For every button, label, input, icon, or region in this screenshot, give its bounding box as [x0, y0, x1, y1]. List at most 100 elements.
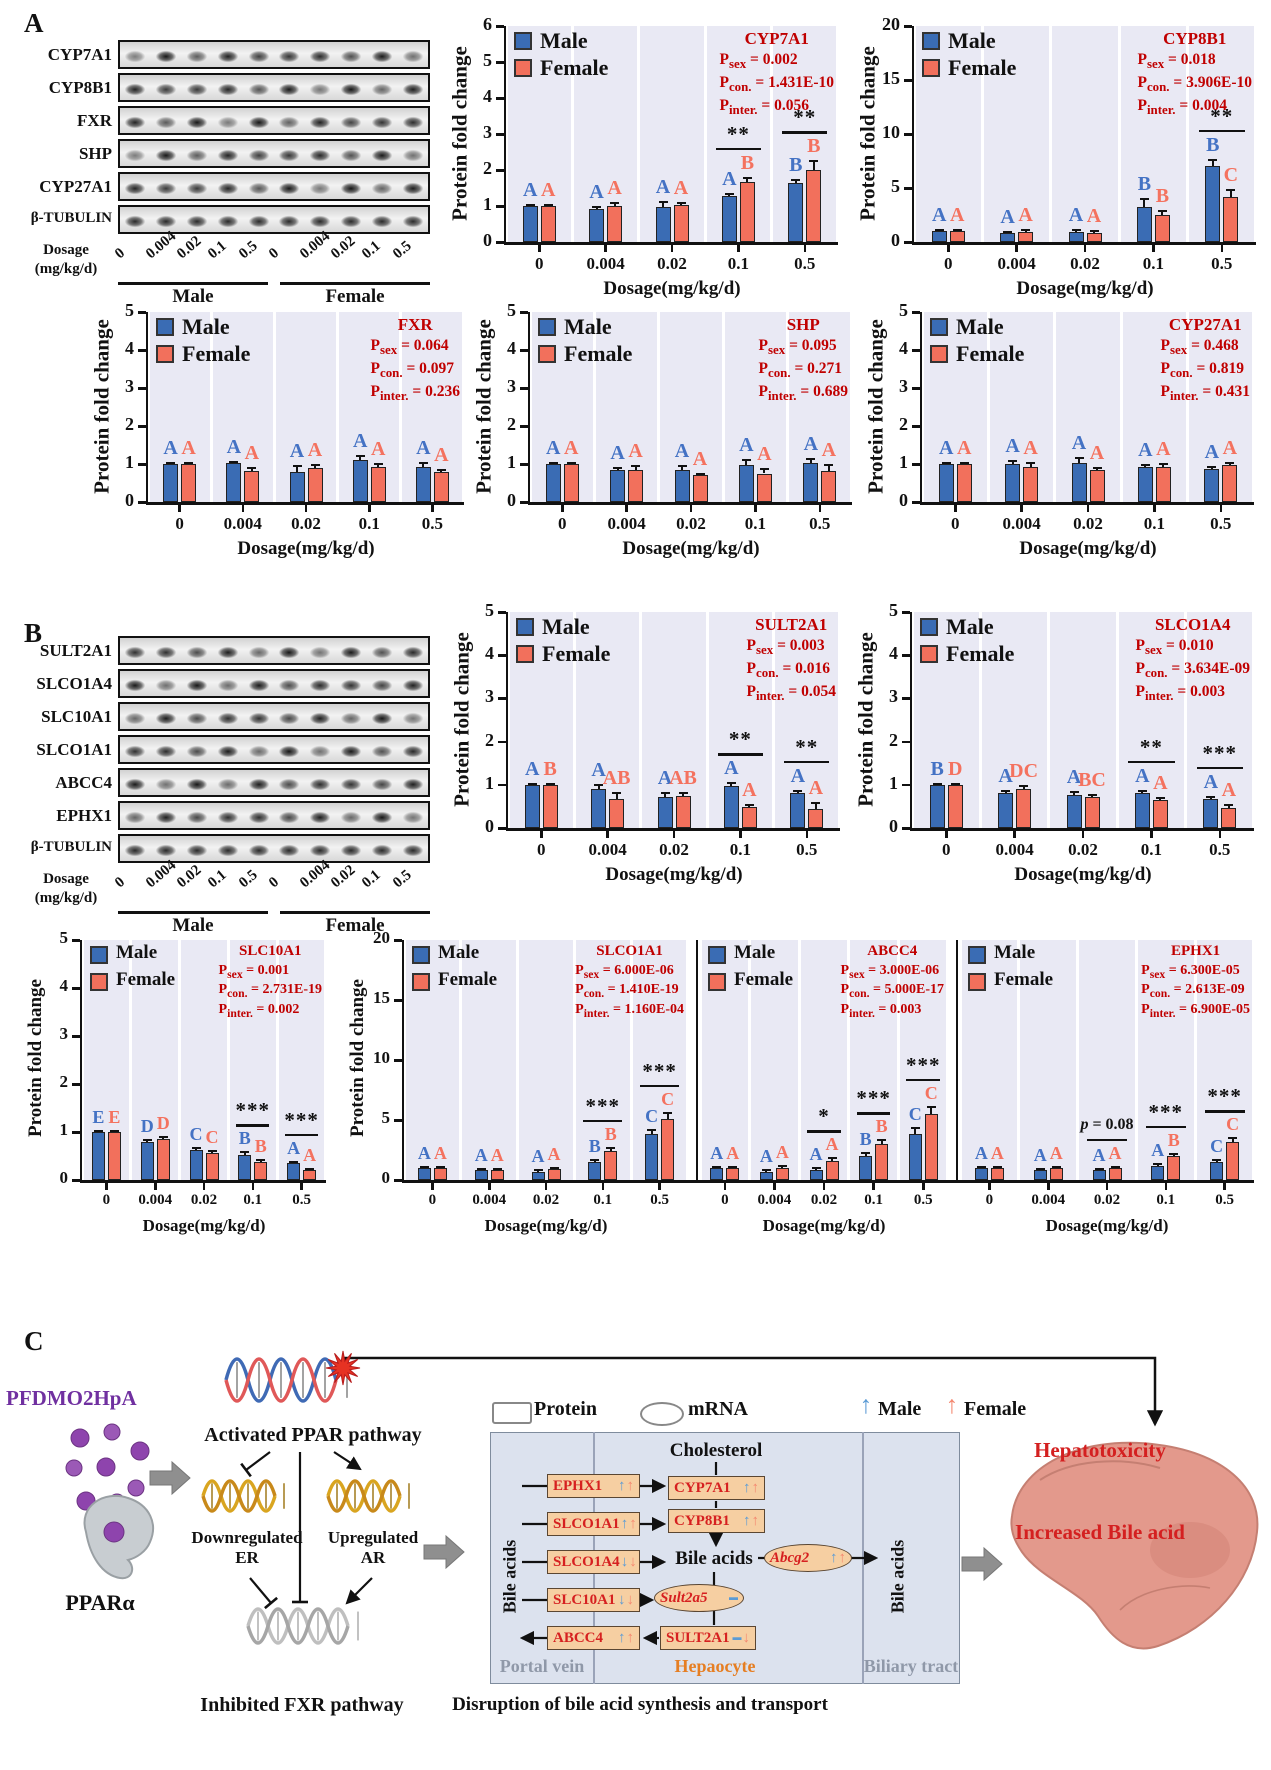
- pathway-box-SLCO1A4: SLCO1A4 ↓↓: [547, 1550, 640, 1574]
- legend-label-male: Male: [182, 314, 230, 339]
- letter-female: A: [307, 438, 323, 461]
- y-tick: [498, 827, 506, 830]
- letter-female: AB: [669, 767, 697, 789]
- x-tick: [1152, 244, 1155, 252]
- x-tick: [822, 1182, 826, 1190]
- letter-male: A: [674, 439, 690, 462]
- letter-male: A: [417, 1142, 431, 1163]
- error-bar: [1229, 190, 1232, 197]
- dose-label: 0.02: [174, 862, 205, 892]
- dose-group-bg: [632, 940, 687, 1180]
- error-bar: [243, 1152, 246, 1155]
- error-cap: [355, 454, 365, 457]
- y-tick-label: 0: [381, 1168, 391, 1187]
- x-tick: [561, 504, 564, 512]
- group-label-female: Female: [325, 915, 385, 936]
- error-cap: [545, 782, 555, 785]
- x-axis-label: Dosage(mg/kg/d): [603, 278, 741, 299]
- blot-band: [399, 775, 426, 793]
- bar-female: [1089, 469, 1105, 502]
- letter-male: A: [790, 764, 806, 787]
- y-tick: [394, 1179, 402, 1182]
- x-tick-label: 0.5: [421, 514, 444, 533]
- sig-line: [1204, 1110, 1245, 1113]
- y-axis: [505, 612, 508, 831]
- error-cap: [759, 467, 769, 470]
- blot-band: [122, 146, 149, 164]
- blot-label-ABCC4: ABCC4: [55, 772, 112, 792]
- bar-male: [974, 1168, 988, 1180]
- blot-band: [184, 643, 210, 661]
- x-tick-label: 0.5: [913, 1192, 933, 1208]
- x-tick: [304, 504, 308, 512]
- blot-band: [153, 80, 180, 98]
- blot-label-β-TUBULIN: β-TUBULIN: [30, 838, 112, 855]
- legend-label-male: Male: [994, 942, 1036, 963]
- error-bar: [827, 465, 830, 471]
- chart-SULT2A1: 0 1 2 3 4 5 Protein fold change A A A A A B AB AB A A ** *…: [446, 600, 848, 885]
- error-cap: [419, 1165, 429, 1168]
- bar-male: [588, 1162, 602, 1180]
- group-label-male: Male: [172, 286, 214, 307]
- y-tick: [498, 654, 506, 657]
- x-tick: [1220, 244, 1224, 252]
- error-cap: [1137, 789, 1147, 792]
- y-tick-label: 6: [483, 14, 492, 34]
- x-tick-label: 0.5: [796, 840, 818, 859]
- blot-band: [399, 643, 426, 661]
- bar-female: [726, 1168, 740, 1180]
- x-tick: [1047, 1182, 1050, 1190]
- x-tick: [723, 1182, 727, 1190]
- blot-band: [122, 212, 149, 230]
- blot-band: [153, 113, 180, 131]
- bar-male: [524, 784, 540, 828]
- blot-band: [122, 47, 149, 65]
- female-up-arrow-icon: ↑: [626, 1478, 635, 1494]
- error-cap: [811, 1167, 821, 1169]
- x-tick: [1086, 504, 1090, 512]
- blot-label-SLCO1A4: SLCO1A4: [36, 673, 112, 693]
- error-cap: [1089, 229, 1099, 232]
- y-tick-label: 3: [485, 686, 494, 707]
- blot-band: [338, 841, 364, 859]
- blot-band: [153, 643, 180, 661]
- y-tick-label: 4: [899, 338, 908, 358]
- x-tick: [922, 1182, 925, 1190]
- ppar-alpha-protein: [83, 1494, 155, 1580]
- blot-strip-CYP27A1: [118, 172, 430, 201]
- x-tick-label: 0.02: [657, 254, 687, 273]
- blot-band: [214, 775, 241, 793]
- sig-line: [1198, 129, 1246, 133]
- bar-male: [1092, 1170, 1106, 1180]
- blot-band: [184, 742, 210, 760]
- error-cap: [676, 201, 686, 204]
- biliary-tract-label: Biliary tract: [863, 1656, 959, 1676]
- legend-label-female: Female: [182, 341, 251, 366]
- bile-acids-center-label: Bile acids: [675, 1548, 753, 1569]
- bar-female: [370, 466, 386, 502]
- y-tick-label: 3: [483, 122, 492, 142]
- bar-female: [1221, 808, 1237, 828]
- dosage-caption-line1: Dosage: [43, 871, 89, 887]
- dose-group-bg: [181, 940, 227, 1180]
- inhibit-cap: [264, 1596, 278, 1610]
- error-bar: [682, 793, 684, 797]
- x-axis: [145, 502, 464, 505]
- blot-band: [122, 742, 149, 760]
- dose-group-bg: [339, 312, 400, 502]
- legend-label-female: Female: [948, 55, 1017, 80]
- letter-female: A: [775, 1142, 789, 1163]
- x-tick-label: 0: [536, 840, 546, 859]
- error-cap: [492, 1168, 502, 1171]
- group-line-male: [118, 911, 268, 914]
- bar-female: [990, 1168, 1004, 1180]
- y-tick: [912, 463, 920, 466]
- x-tick-label: 0.1: [1143, 514, 1166, 533]
- y-tick: [138, 501, 146, 504]
- x-tick-label: 0.004: [586, 254, 625, 273]
- error-bar: [680, 202, 682, 205]
- error-bar: [748, 804, 751, 808]
- x-tick-label: 0.1: [1140, 840, 1163, 859]
- pathway-box-SLCO1A1: SLCO1A1 ↑↑: [547, 1512, 640, 1536]
- letter-female: D: [947, 757, 963, 780]
